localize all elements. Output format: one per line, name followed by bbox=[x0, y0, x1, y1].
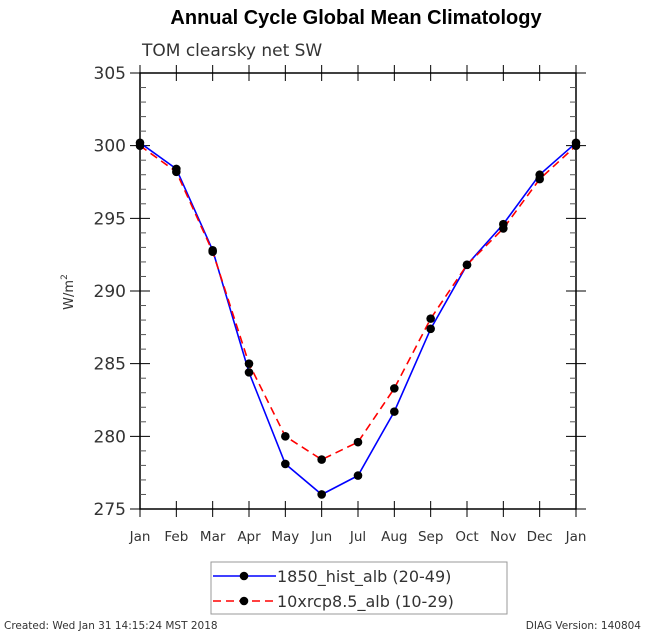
y-tick-label: 290 bbox=[94, 282, 126, 302]
series-0-point bbox=[281, 459, 290, 469]
y-tick-label: 285 bbox=[94, 355, 126, 375]
diag-version: DIAG Version: 140804 bbox=[526, 620, 642, 632]
series-0-point bbox=[353, 471, 363, 480]
y-tick-label: 305 bbox=[94, 64, 126, 84]
x-tick-label: Jan bbox=[129, 529, 151, 545]
series-1-point bbox=[462, 260, 472, 270]
x-tick-label: May bbox=[271, 529, 299, 545]
series-1-point bbox=[281, 432, 290, 441]
series-0-point bbox=[317, 490, 326, 499]
x-tick-label: Apr bbox=[237, 529, 261, 545]
x-tick-label: Aug bbox=[381, 529, 407, 545]
series-1-point bbox=[317, 455, 326, 464]
x-tick-label: Jun bbox=[310, 529, 332, 545]
series-1-point bbox=[571, 141, 581, 150]
y-axis-label: W/m2 bbox=[60, 274, 77, 310]
x-tick-label: Nov bbox=[490, 529, 516, 545]
series-1-point bbox=[426, 314, 435, 323]
series-0-point bbox=[426, 324, 435, 334]
plot-area bbox=[130, 65, 586, 517]
created-timestamp: Created: Wed Jan 31 14:15:24 MST 2018 bbox=[4, 620, 218, 632]
series-1-point bbox=[244, 359, 254, 368]
tick-labels: 275 280 285 290 295 300 305 Jan Feb Mar Apr May Jun J… bbox=[94, 64, 587, 545]
series-1-point bbox=[535, 174, 544, 184]
y-axis-label-base: W/m bbox=[62, 280, 77, 310]
series-1-point bbox=[353, 437, 363, 447]
legend-marker-1 bbox=[239, 596, 249, 606]
y-tick-label: 280 bbox=[94, 427, 126, 447]
series-line-1 bbox=[139, 145, 577, 461]
x-tick-label: Sep bbox=[418, 529, 443, 545]
y-tick-label: 275 bbox=[94, 500, 126, 520]
x-tick-label: Jan bbox=[565, 529, 587, 545]
chart-subtitle: TOM clearsky net SW bbox=[141, 41, 322, 61]
legend-marker-0 bbox=[239, 571, 249, 581]
x-tick-label: Dec bbox=[527, 529, 553, 545]
x-tick-label: Feb bbox=[164, 529, 188, 545]
legend-label-0: 1850_hist_alb (20-49) bbox=[277, 567, 451, 587]
x-tick-label: Oct bbox=[455, 529, 478, 545]
legend-label-1: 10xrcp8.5_alb (10-29) bbox=[277, 592, 454, 612]
y-axis-label-superscript: 2 bbox=[60, 274, 70, 280]
series-1-point bbox=[135, 141, 145, 150]
y-tick-label: 300 bbox=[94, 137, 126, 157]
svg-text:W/m2: W/m2 bbox=[60, 274, 77, 310]
series-1-point bbox=[208, 247, 217, 257]
series-1-point bbox=[499, 224, 508, 233]
x-tick-label: Jul bbox=[349, 529, 366, 545]
series-1-point bbox=[172, 167, 181, 177]
y-tick-label: 295 bbox=[94, 209, 126, 229]
legend: 1850_hist_alb (20-49) 10xrcp8.5_alb (10-2… bbox=[210, 561, 508, 615]
series-layer bbox=[135, 138, 581, 499]
series-0-point bbox=[390, 407, 399, 416]
legend-box bbox=[210, 561, 508, 615]
chart-title: Annual Cycle Global Mean Climatology bbox=[170, 7, 542, 29]
series-0-point bbox=[244, 368, 254, 377]
series-1-point bbox=[390, 384, 399, 393]
x-tick-label: Mar bbox=[200, 529, 226, 545]
